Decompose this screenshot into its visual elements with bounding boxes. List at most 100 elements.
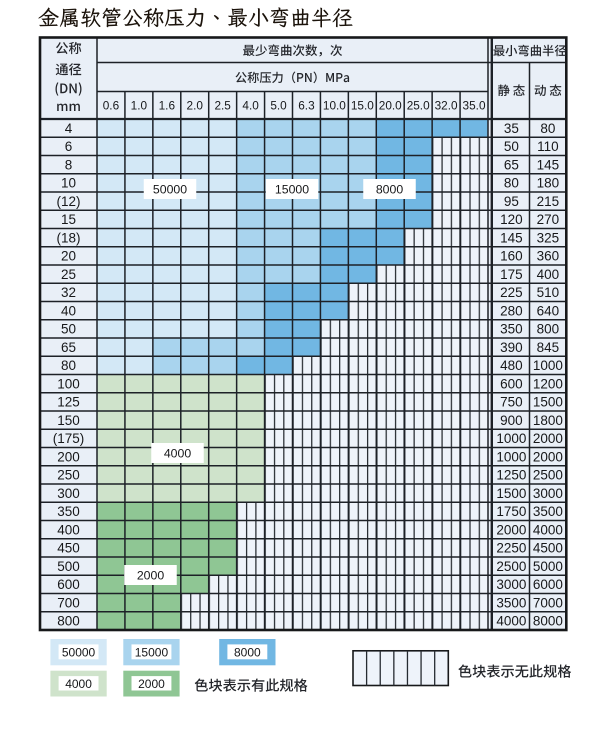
svg-text:50000: 50000 — [62, 645, 96, 659]
svg-text:2000: 2000 — [138, 677, 165, 691]
svg-text:3000: 3000 — [496, 577, 526, 592]
svg-text:5000: 5000 — [533, 559, 563, 574]
svg-text:500: 500 — [57, 559, 80, 574]
svg-text:4000: 4000 — [496, 614, 526, 629]
svg-text:25: 25 — [61, 267, 76, 282]
svg-text:1.0: 1.0 — [131, 98, 148, 112]
svg-text:6.3: 6.3 — [298, 98, 315, 112]
svg-text:280: 280 — [500, 303, 523, 318]
svg-text:350: 350 — [500, 322, 523, 337]
svg-text:32: 32 — [61, 285, 76, 300]
svg-text:510: 510 — [537, 285, 560, 300]
svg-text:20.0: 20.0 — [379, 98, 402, 112]
svg-text:845: 845 — [537, 340, 560, 355]
svg-text:150: 150 — [57, 413, 80, 428]
svg-text:(18): (18) — [56, 230, 80, 245]
svg-text:(175): (175) — [53, 431, 85, 446]
svg-text:2000: 2000 — [137, 568, 165, 582]
svg-text:120: 120 — [500, 212, 523, 227]
svg-text:250: 250 — [57, 468, 80, 483]
svg-text:80: 80 — [504, 176, 519, 191]
svg-text:6000: 6000 — [533, 577, 563, 592]
svg-text:1500: 1500 — [496, 486, 526, 501]
svg-text:175: 175 — [500, 267, 523, 282]
svg-text:6: 6 — [65, 139, 73, 154]
svg-text:4500: 4500 — [533, 541, 563, 556]
svg-text:110: 110 — [537, 139, 559, 154]
svg-text:50: 50 — [61, 322, 76, 337]
svg-text:145: 145 — [537, 157, 560, 172]
svg-text:35: 35 — [504, 121, 519, 136]
svg-text:1000: 1000 — [533, 358, 563, 373]
svg-text:0.6: 0.6 — [103, 98, 120, 112]
svg-text:400: 400 — [537, 267, 560, 282]
svg-text:350: 350 — [57, 504, 80, 519]
svg-text:2.5: 2.5 — [214, 98, 231, 112]
svg-text:3500: 3500 — [496, 595, 526, 610]
svg-text:300: 300 — [57, 486, 80, 501]
svg-text:10.0: 10.0 — [323, 98, 346, 112]
svg-text:2000: 2000 — [496, 522, 526, 537]
svg-text:640: 640 — [537, 303, 560, 318]
svg-text:35.0: 35.0 — [463, 98, 486, 112]
svg-text:7000: 7000 — [533, 595, 563, 610]
svg-text:20: 20 — [61, 249, 76, 264]
svg-text:95: 95 — [504, 194, 519, 209]
svg-text:390: 390 — [500, 340, 523, 355]
svg-text:800: 800 — [537, 322, 560, 337]
svg-text:360: 360 — [537, 249, 560, 264]
svg-text:80: 80 — [61, 358, 76, 373]
svg-text:2.0: 2.0 — [187, 98, 204, 112]
svg-text:5.0: 5.0 — [270, 98, 287, 112]
svg-text:4000: 4000 — [533, 522, 563, 537]
svg-text:180: 180 — [537, 176, 560, 191]
svg-text:900: 900 — [500, 413, 523, 428]
svg-text:4.0: 4.0 — [242, 98, 259, 112]
svg-text:2000: 2000 — [533, 449, 563, 464]
svg-text:50: 50 — [504, 139, 519, 154]
svg-text:600: 600 — [57, 577, 80, 592]
svg-text:65: 65 — [504, 157, 519, 172]
svg-text:8000: 8000 — [533, 614, 563, 629]
svg-text:80: 80 — [540, 121, 555, 136]
svg-text:480: 480 — [500, 358, 523, 373]
svg-text:2500: 2500 — [533, 468, 563, 483]
svg-text:25.0: 25.0 — [407, 98, 430, 112]
svg-text:450: 450 — [57, 541, 80, 556]
svg-text:2000: 2000 — [533, 431, 563, 446]
svg-text:700: 700 — [57, 595, 80, 610]
svg-text:325: 325 — [537, 230, 560, 245]
svg-text:200: 200 — [57, 449, 80, 464]
svg-text:125: 125 — [57, 395, 80, 410]
svg-text:160: 160 — [500, 249, 523, 264]
svg-text:2500: 2500 — [496, 559, 526, 574]
svg-text:65: 65 — [61, 340, 76, 355]
svg-text:215: 215 — [537, 194, 560, 209]
svg-text:270: 270 — [537, 212, 560, 227]
svg-text:(12): (12) — [56, 194, 80, 209]
svg-text:15.0: 15.0 — [351, 98, 374, 112]
svg-text:145: 145 — [500, 230, 523, 245]
svg-text:4: 4 — [65, 121, 73, 136]
svg-text:1800: 1800 — [533, 413, 563, 428]
svg-text:8000: 8000 — [234, 645, 261, 659]
svg-text:1500: 1500 — [533, 395, 563, 410]
svg-text:32.0: 32.0 — [435, 98, 458, 112]
svg-text:4000: 4000 — [164, 446, 192, 460]
svg-text:10: 10 — [61, 176, 76, 191]
svg-text:50000: 50000 — [153, 182, 187, 196]
svg-text:1200: 1200 — [533, 376, 563, 391]
svg-text:2250: 2250 — [496, 541, 526, 556]
svg-text:400: 400 — [57, 522, 80, 537]
svg-text:4000: 4000 — [65, 677, 92, 691]
svg-text:1250: 1250 — [496, 468, 526, 483]
svg-text:1000: 1000 — [496, 449, 526, 464]
svg-text:15000: 15000 — [135, 645, 169, 659]
svg-text:225: 225 — [500, 285, 523, 300]
svg-text:3500: 3500 — [533, 504, 563, 519]
svg-text:1.6: 1.6 — [159, 98, 176, 112]
svg-text:8: 8 — [65, 157, 73, 172]
svg-text:1750: 1750 — [496, 504, 526, 519]
svg-text:1000: 1000 — [496, 431, 526, 446]
svg-text:600: 600 — [500, 376, 523, 391]
